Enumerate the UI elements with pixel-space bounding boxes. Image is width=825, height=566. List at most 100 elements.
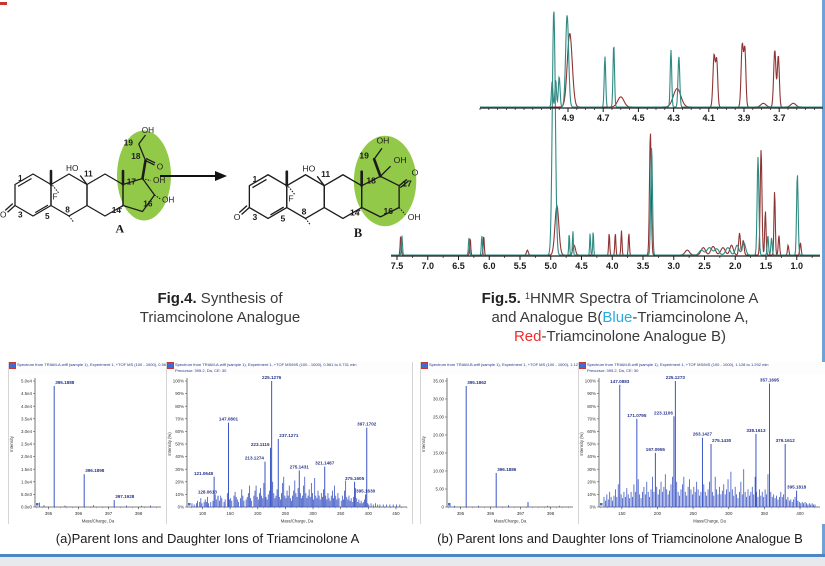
fig4-caption-line1: Fig.4. Synthesis of (157, 290, 283, 307)
svg-text:395: 395 (45, 511, 53, 516)
svg-text:7.5: 7.5 (391, 261, 404, 271)
svg-text:395: 395 (457, 511, 465, 516)
svg-text:395.1862: 395.1862 (467, 380, 487, 385)
svg-text:50%: 50% (175, 442, 184, 447)
svg-text:3.7: 3.7 (773, 113, 786, 123)
svg-text:1: 1 (18, 174, 23, 183)
svg-text:10%: 10% (175, 492, 184, 497)
svg-text:4.9: 4.9 (562, 113, 575, 123)
nmr-inset-plot: 4.9 4.7 4.5 4.3 4.1 3.9 3.7 (479, 15, 823, 123)
svg-text:213.1274: 213.1274 (245, 456, 265, 461)
svg-text:1.0e4: 1.0e4 (21, 479, 33, 484)
ms-caption-b: (b) Parent Ions and Daughter Ions of Tri… (437, 531, 803, 546)
spectrum-icon (167, 362, 174, 369)
svg-text:14: 14 (112, 206, 122, 215)
svg-text:396.1886: 396.1886 (497, 467, 517, 472)
svg-text:396: 396 (487, 511, 495, 516)
svg-text:147.0801: 147.0801 (219, 417, 239, 422)
ms-panel-b-daughter: Spectrum from TRIAM-B.wiff (sample 1), E… (578, 362, 825, 524)
svg-text:100%: 100% (173, 379, 184, 384)
svg-text:171.0795: 171.0795 (627, 413, 647, 418)
svg-text:20.00: 20.00 (433, 433, 445, 438)
ms-panel-a-parent: Spectrum from TRIAM-A.wiff (sample 1), E… (8, 362, 167, 524)
svg-text:Intensity (%): Intensity (%) (167, 432, 172, 456)
svg-text:5: 5 (45, 212, 50, 221)
svg-text:90%: 90% (587, 391, 596, 396)
svg-text:HO: HO (66, 164, 79, 173)
svg-text:1.5: 1.5 (760, 261, 773, 271)
svg-text:225.1276: 225.1276 (262, 375, 282, 380)
svg-text:1.0: 1.0 (790, 261, 803, 271)
structure-b-bonds (238, 147, 409, 226)
svg-text:4.7: 4.7 (597, 113, 610, 123)
svg-text:2.0e4: 2.0e4 (21, 454, 33, 459)
svg-text:50%: 50% (587, 442, 596, 447)
svg-text:OH: OH (153, 176, 165, 185)
svg-text:2.5: 2.5 (698, 261, 711, 271)
svg-text:4.5: 4.5 (632, 113, 645, 123)
svg-text:128.0613: 128.0613 (198, 490, 218, 495)
svg-text:8: 8 (65, 205, 70, 214)
spectrum-icon (579, 362, 586, 369)
svg-text:3.5: 3.5 (637, 261, 650, 271)
svg-text:7.0: 7.0 (421, 261, 434, 271)
ms-chart-a-daughter: 100% 90% 80% 70% 60% 50% 40% 30% 20% 10% 0% 100 150 2… (167, 375, 408, 524)
svg-text:3.0e4: 3.0e4 (21, 429, 33, 434)
fig5-label: Fig.5. (481, 290, 521, 307)
svg-text:10%: 10% (587, 492, 596, 497)
ms-chart-b-daughter: 100% 90% 80% 70% 60% 50% 40% 30% 20% 10% 0% 150 200 2… (579, 375, 820, 524)
svg-text:3.9: 3.9 (738, 113, 751, 123)
svg-text:4.5e4: 4.5e4 (21, 391, 33, 396)
fig5-caption-line3: Red-Triamcinolone Analogue B) (513, 328, 727, 345)
svg-text:40%: 40% (175, 454, 184, 459)
ms-header-b-parent: Spectrum from TRIAM-B.wiff (sample 1), E… (421, 362, 578, 374)
svg-text:80%: 80% (587, 404, 596, 409)
nmr-main-plot: 7.5 7.0 6.5 6.0 5.5 5.0 4.5 4.0 3.5 3.0 2.5 2.0 1.5 1… (391, 11, 820, 271)
svg-text:395.1630: 395.1630 (356, 488, 376, 493)
fig5-caption-line1: Fig.5. 1HNMR Spectra of Triamcinolone A (481, 290, 759, 307)
svg-text:4.1: 4.1 (703, 113, 716, 123)
svg-text:OH: OH (394, 155, 407, 165)
svg-text:5.00: 5.00 (435, 487, 444, 492)
svg-text:OH: OH (142, 126, 154, 135)
ms-panel-a-daughter: Spectrum from TRIAM-A.wiff (sample 1), E… (166, 362, 413, 524)
svg-text:395.1818: 395.1818 (787, 485, 807, 490)
svg-text:396.1898: 396.1898 (85, 468, 105, 473)
svg-text:397: 397 (517, 511, 525, 516)
svg-text:11: 11 (84, 169, 93, 178)
svg-text:300: 300 (725, 511, 733, 516)
svg-text:3: 3 (18, 211, 23, 220)
svg-text:Mass/Charge, Da: Mass/Charge, Da (494, 519, 527, 524)
svg-text:375.1605: 375.1605 (345, 476, 365, 481)
svg-text:F: F (53, 193, 58, 202)
ms-header-a-parent: Spectrum from TRIAM-A.wiff (sample 1), E… (9, 362, 166, 374)
svg-text:4.0e4: 4.0e4 (21, 404, 33, 409)
svg-text:275.1431: 275.1431 (290, 464, 310, 469)
svg-text:35.00: 35.00 (433, 379, 445, 384)
svg-text:O: O (412, 168, 419, 178)
ms-caption-a: (a)Parent Ions and Daughter Ions of Tria… (55, 531, 360, 546)
spectrum-icon (9, 362, 16, 369)
svg-text:200: 200 (254, 511, 262, 516)
svg-text:263.1427: 263.1427 (693, 432, 713, 437)
svg-text:1: 1 (252, 174, 257, 184)
svg-text:0.0e0: 0.0e0 (21, 505, 33, 510)
svg-text:200: 200 (654, 511, 662, 516)
ms-header-b-daughter: Spectrum from TRIAM-B.wiff (sample 1), E… (579, 362, 825, 374)
bottom-gutter (0, 557, 825, 566)
svg-text:197.0955: 197.0955 (646, 447, 666, 452)
svg-text:397.1702: 397.1702 (357, 422, 377, 427)
fig4-label: Fig.4. (157, 290, 197, 307)
svg-text:250: 250 (689, 511, 697, 516)
svg-text:25.00: 25.00 (433, 415, 445, 420)
svg-text:OH: OH (162, 196, 174, 205)
ms-header-a-daughter: Spectrum from TRIAM-A.wiff (sample 1), E… (167, 362, 412, 374)
svg-text:8: 8 (302, 207, 307, 217)
svg-text:Mass/Charge, Da: Mass/Charge, Da (693, 519, 726, 524)
ms-chart-a-parent: 5.0e4 4.5e4 4.0e4 3.5e4 3.0e4 2.5e4 2.0e4 1.5e4… (9, 378, 161, 524)
svg-text:5.0e4: 5.0e4 (21, 379, 33, 384)
svg-text:20%: 20% (587, 479, 596, 484)
svg-text:223.1115: 223.1115 (251, 442, 270, 447)
